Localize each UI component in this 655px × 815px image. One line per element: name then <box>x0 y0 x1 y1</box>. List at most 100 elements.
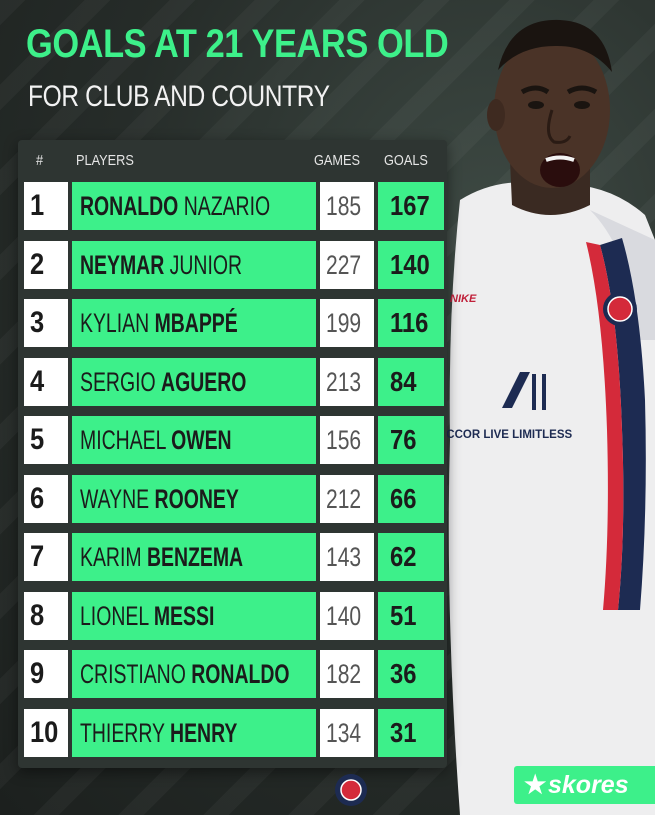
player-name: THIERRY HENRY <box>80 709 237 757</box>
last-name: HENRY <box>170 717 238 748</box>
games-value: 182 <box>326 659 362 689</box>
header-rank: # <box>36 152 44 169</box>
player-name: RONALDO NAZARIO <box>80 182 270 230</box>
first-name: KARIM <box>80 542 142 572</box>
first-name: SERGIO <box>80 366 156 397</box>
player-cell: MICHAEL OWEN <box>72 416 316 464</box>
rank-cell: 5 <box>24 416 68 464</box>
player-name: LIONEL MESSI <box>80 592 214 640</box>
games-cell: 199 <box>320 299 374 347</box>
table-row: 7 KARIM BENZEMA 143 62 <box>24 533 444 581</box>
player-cell: THIERRY HENRY <box>72 708 316 757</box>
last-name: AGUERO <box>161 366 247 397</box>
header-games: GAMES <box>314 152 361 169</box>
last-name: RONALDO <box>191 659 290 689</box>
player-cell: KARIM BENZEMA <box>72 533 316 581</box>
rank-value: 8 <box>30 598 45 632</box>
games-value: 143 <box>326 542 362 572</box>
header-goals: GOALS <box>384 152 428 169</box>
first-name: KYLIAN <box>80 308 150 338</box>
games-cell: 182 <box>320 650 374 698</box>
player-name: SERGIO AGUERO <box>80 358 246 406</box>
rank-cell: 9 <box>24 650 68 698</box>
star-icon: ★ <box>524 771 547 799</box>
last-name: JUNIOR <box>169 249 243 280</box>
games-value: 185 <box>326 191 362 221</box>
rank-value: 2 <box>30 247 45 281</box>
player-cell: LIONEL MESSI <box>72 591 316 640</box>
last-name: MBAPPÉ <box>154 308 238 338</box>
first-name: CRISTIANO <box>80 659 186 689</box>
goals-cell: 116 <box>378 299 444 347</box>
player-cell: SERGIO AGUERO <box>72 357 316 406</box>
goals-cell: 76 <box>378 416 444 464</box>
goals-value: 167 <box>390 190 430 221</box>
rank-value: 4 <box>30 364 45 398</box>
rank-cell: 3 <box>24 299 68 347</box>
goals-value: 76 <box>390 424 417 455</box>
player-name: CRISTIANO RONALDO <box>80 650 290 698</box>
games-value: 140 <box>326 600 362 631</box>
games-value: 213 <box>326 366 362 397</box>
rank-value: 9 <box>30 657 45 690</box>
goals-value: 36 <box>390 658 417 689</box>
page-subtitle: FOR CLUB AND COUNTRY <box>28 80 330 113</box>
player-cell: NEYMAR JUNIOR <box>72 240 316 289</box>
table-row: 4 SERGIO AGUERO 213 84 <box>24 357 444 406</box>
table-row: 3 KYLIAN MBAPPÉ 199 116 <box>24 299 444 347</box>
last-name: NAZARIO <box>183 191 271 221</box>
brand-name: skores <box>548 771 629 799</box>
rank-cell: 10 <box>24 708 68 757</box>
table-row: 8 LIONEL MESSI 140 51 <box>24 591 444 640</box>
goals-value: 51 <box>390 599 417 631</box>
goals-value: 66 <box>390 482 417 514</box>
games-cell: 156 <box>320 416 374 464</box>
last-name: MESSI <box>153 600 215 631</box>
goals-value: 62 <box>390 541 417 572</box>
games-cell: 134 <box>320 708 374 757</box>
skores-logo: ★ skores <box>514 766 655 804</box>
rank-value: 3 <box>30 306 45 339</box>
games-cell: 140 <box>320 591 374 640</box>
rank-cell: 2 <box>24 240 68 289</box>
player-cell: RONALDO NAZARIO <box>72 182 316 230</box>
games-cell: 213 <box>320 357 374 406</box>
first-name: WAYNE <box>80 483 150 514</box>
table-row: 10 THIERRY HENRY 134 31 <box>24 708 444 757</box>
player-cell: KYLIAN MBAPPÉ <box>72 299 316 347</box>
last-name: BENZEMA <box>146 542 244 572</box>
first-name: RONALDO <box>80 191 179 221</box>
goals-cell: 51 <box>378 591 444 640</box>
player-name: KARIM BENZEMA <box>80 533 243 581</box>
table-row: 1 RONALDO NAZARIO 185 167 <box>24 182 444 230</box>
rank-cell: 7 <box>24 533 68 581</box>
goals-cell: 66 <box>378 474 444 523</box>
table-row: 5 MICHAEL OWEN 156 76 <box>24 416 444 464</box>
games-value: 212 <box>326 483 362 514</box>
header-players: PLAYERS <box>76 152 134 169</box>
rank-cell: 8 <box>24 591 68 640</box>
goals-cell: 167 <box>378 182 444 230</box>
games-value: 156 <box>326 425 362 455</box>
games-cell: 227 <box>320 240 374 289</box>
table-header: # PLAYERS GAMES GOALS <box>18 140 447 180</box>
rank-value: 1 <box>30 189 45 222</box>
player-cell: CRISTIANO RONALDO <box>72 650 316 698</box>
rank-cell: 4 <box>24 357 68 406</box>
games-cell: 212 <box>320 474 374 523</box>
last-name: ROONEY <box>154 483 239 514</box>
table-row: 9 CRISTIANO RONALDO 182 36 <box>24 650 444 698</box>
goals-cell: 140 <box>378 240 444 289</box>
goals-table: # PLAYERS GAMES GOALS 1 RONALDO NAZARIO 18… <box>18 140 447 768</box>
rank-value: 5 <box>30 423 45 456</box>
goals-value: 31 <box>390 716 417 748</box>
goals-cell: 84 <box>378 357 444 406</box>
first-name: MICHAEL <box>80 425 166 455</box>
table-row: 2 NEYMAR JUNIOR 227 140 <box>24 240 444 289</box>
games-cell: 143 <box>320 533 374 581</box>
rank-cell: 1 <box>24 182 68 230</box>
goals-value: 140 <box>390 248 430 280</box>
goals-cell: 62 <box>378 533 444 581</box>
first-name: THIERRY <box>80 717 165 748</box>
rank-value: 10 <box>30 715 59 749</box>
